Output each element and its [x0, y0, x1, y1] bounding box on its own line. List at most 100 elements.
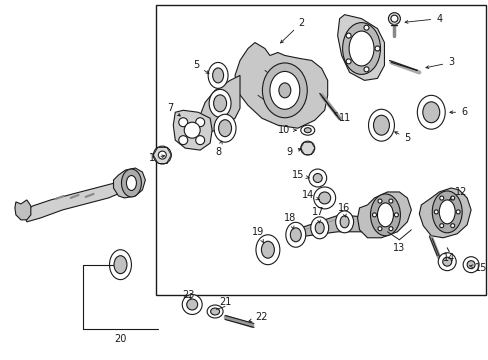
Ellipse shape [218, 120, 231, 137]
Ellipse shape [466, 261, 474, 269]
Circle shape [372, 213, 376, 217]
Ellipse shape [318, 192, 330, 204]
Polygon shape [173, 110, 212, 150]
Ellipse shape [304, 128, 310, 133]
Text: 15: 15 [468, 263, 486, 273]
Text: 7: 7 [167, 103, 180, 116]
Ellipse shape [213, 95, 226, 112]
Text: 2: 2 [280, 18, 305, 43]
Circle shape [346, 59, 350, 64]
Text: 18: 18 [283, 213, 295, 229]
Polygon shape [200, 75, 240, 132]
Text: 22: 22 [248, 312, 267, 323]
Text: 5: 5 [193, 60, 208, 73]
Text: 11: 11 [334, 113, 350, 123]
Circle shape [455, 210, 459, 214]
Ellipse shape [290, 228, 301, 242]
Text: 13: 13 [392, 243, 405, 253]
Text: 14: 14 [442, 253, 454, 263]
Ellipse shape [308, 169, 326, 187]
Ellipse shape [208, 62, 227, 88]
Ellipse shape [442, 257, 451, 266]
Ellipse shape [121, 169, 141, 197]
Circle shape [195, 136, 204, 145]
Text: 20: 20 [114, 334, 126, 345]
Ellipse shape [214, 114, 236, 142]
Circle shape [387, 13, 400, 24]
Text: 16: 16 [337, 203, 349, 217]
Ellipse shape [300, 125, 314, 135]
Circle shape [377, 227, 381, 231]
Polygon shape [113, 168, 145, 198]
Ellipse shape [437, 253, 455, 271]
Text: 9: 9 [286, 147, 301, 157]
Circle shape [439, 224, 443, 228]
Polygon shape [419, 188, 470, 238]
Ellipse shape [126, 176, 136, 190]
Circle shape [439, 196, 443, 200]
Polygon shape [357, 192, 410, 238]
Ellipse shape [377, 203, 393, 227]
Text: 12: 12 [449, 187, 467, 199]
Polygon shape [235, 42, 327, 128]
Polygon shape [23, 178, 130, 222]
Ellipse shape [278, 83, 290, 98]
Circle shape [363, 25, 368, 30]
Circle shape [300, 141, 314, 155]
Ellipse shape [313, 174, 322, 183]
Ellipse shape [255, 235, 279, 265]
Ellipse shape [261, 241, 274, 258]
Ellipse shape [209, 89, 230, 117]
Circle shape [450, 196, 454, 200]
Ellipse shape [315, 222, 324, 234]
Circle shape [394, 213, 398, 217]
Polygon shape [337, 15, 384, 80]
Bar [156, 5, 485, 294]
Ellipse shape [368, 109, 394, 141]
Circle shape [184, 122, 200, 138]
Ellipse shape [416, 95, 444, 129]
Text: 10: 10 [277, 125, 296, 135]
Ellipse shape [462, 257, 478, 273]
Ellipse shape [431, 191, 461, 233]
Circle shape [186, 299, 197, 310]
Circle shape [374, 46, 379, 51]
Ellipse shape [373, 115, 388, 135]
Text: 1: 1 [149, 153, 164, 163]
Ellipse shape [109, 250, 131, 280]
Ellipse shape [310, 217, 328, 239]
Circle shape [390, 15, 397, 22]
Ellipse shape [210, 308, 219, 315]
Text: 17: 17 [311, 207, 323, 223]
Text: 5: 5 [394, 132, 409, 143]
Polygon shape [292, 215, 377, 238]
Circle shape [158, 151, 166, 159]
Circle shape [450, 224, 454, 228]
Circle shape [363, 67, 368, 72]
Ellipse shape [212, 68, 223, 83]
Text: 8: 8 [215, 141, 222, 157]
Ellipse shape [370, 194, 400, 236]
Text: 4: 4 [404, 14, 442, 24]
Polygon shape [15, 200, 31, 220]
Text: 15: 15 [291, 170, 309, 180]
Text: 23: 23 [182, 289, 194, 300]
Circle shape [388, 227, 392, 231]
Ellipse shape [438, 200, 454, 224]
Circle shape [153, 146, 171, 164]
Circle shape [433, 210, 437, 214]
Circle shape [195, 118, 204, 127]
Text: 6: 6 [449, 107, 466, 117]
Circle shape [179, 118, 187, 127]
Ellipse shape [262, 63, 306, 118]
Text: 21: 21 [219, 297, 231, 306]
Ellipse shape [335, 211, 353, 233]
Ellipse shape [114, 256, 127, 274]
Ellipse shape [269, 71, 299, 109]
Ellipse shape [342, 23, 380, 75]
Ellipse shape [207, 305, 223, 318]
Text: 19: 19 [251, 227, 264, 243]
Text: 3: 3 [425, 58, 453, 68]
Ellipse shape [340, 216, 348, 228]
Circle shape [346, 33, 350, 38]
